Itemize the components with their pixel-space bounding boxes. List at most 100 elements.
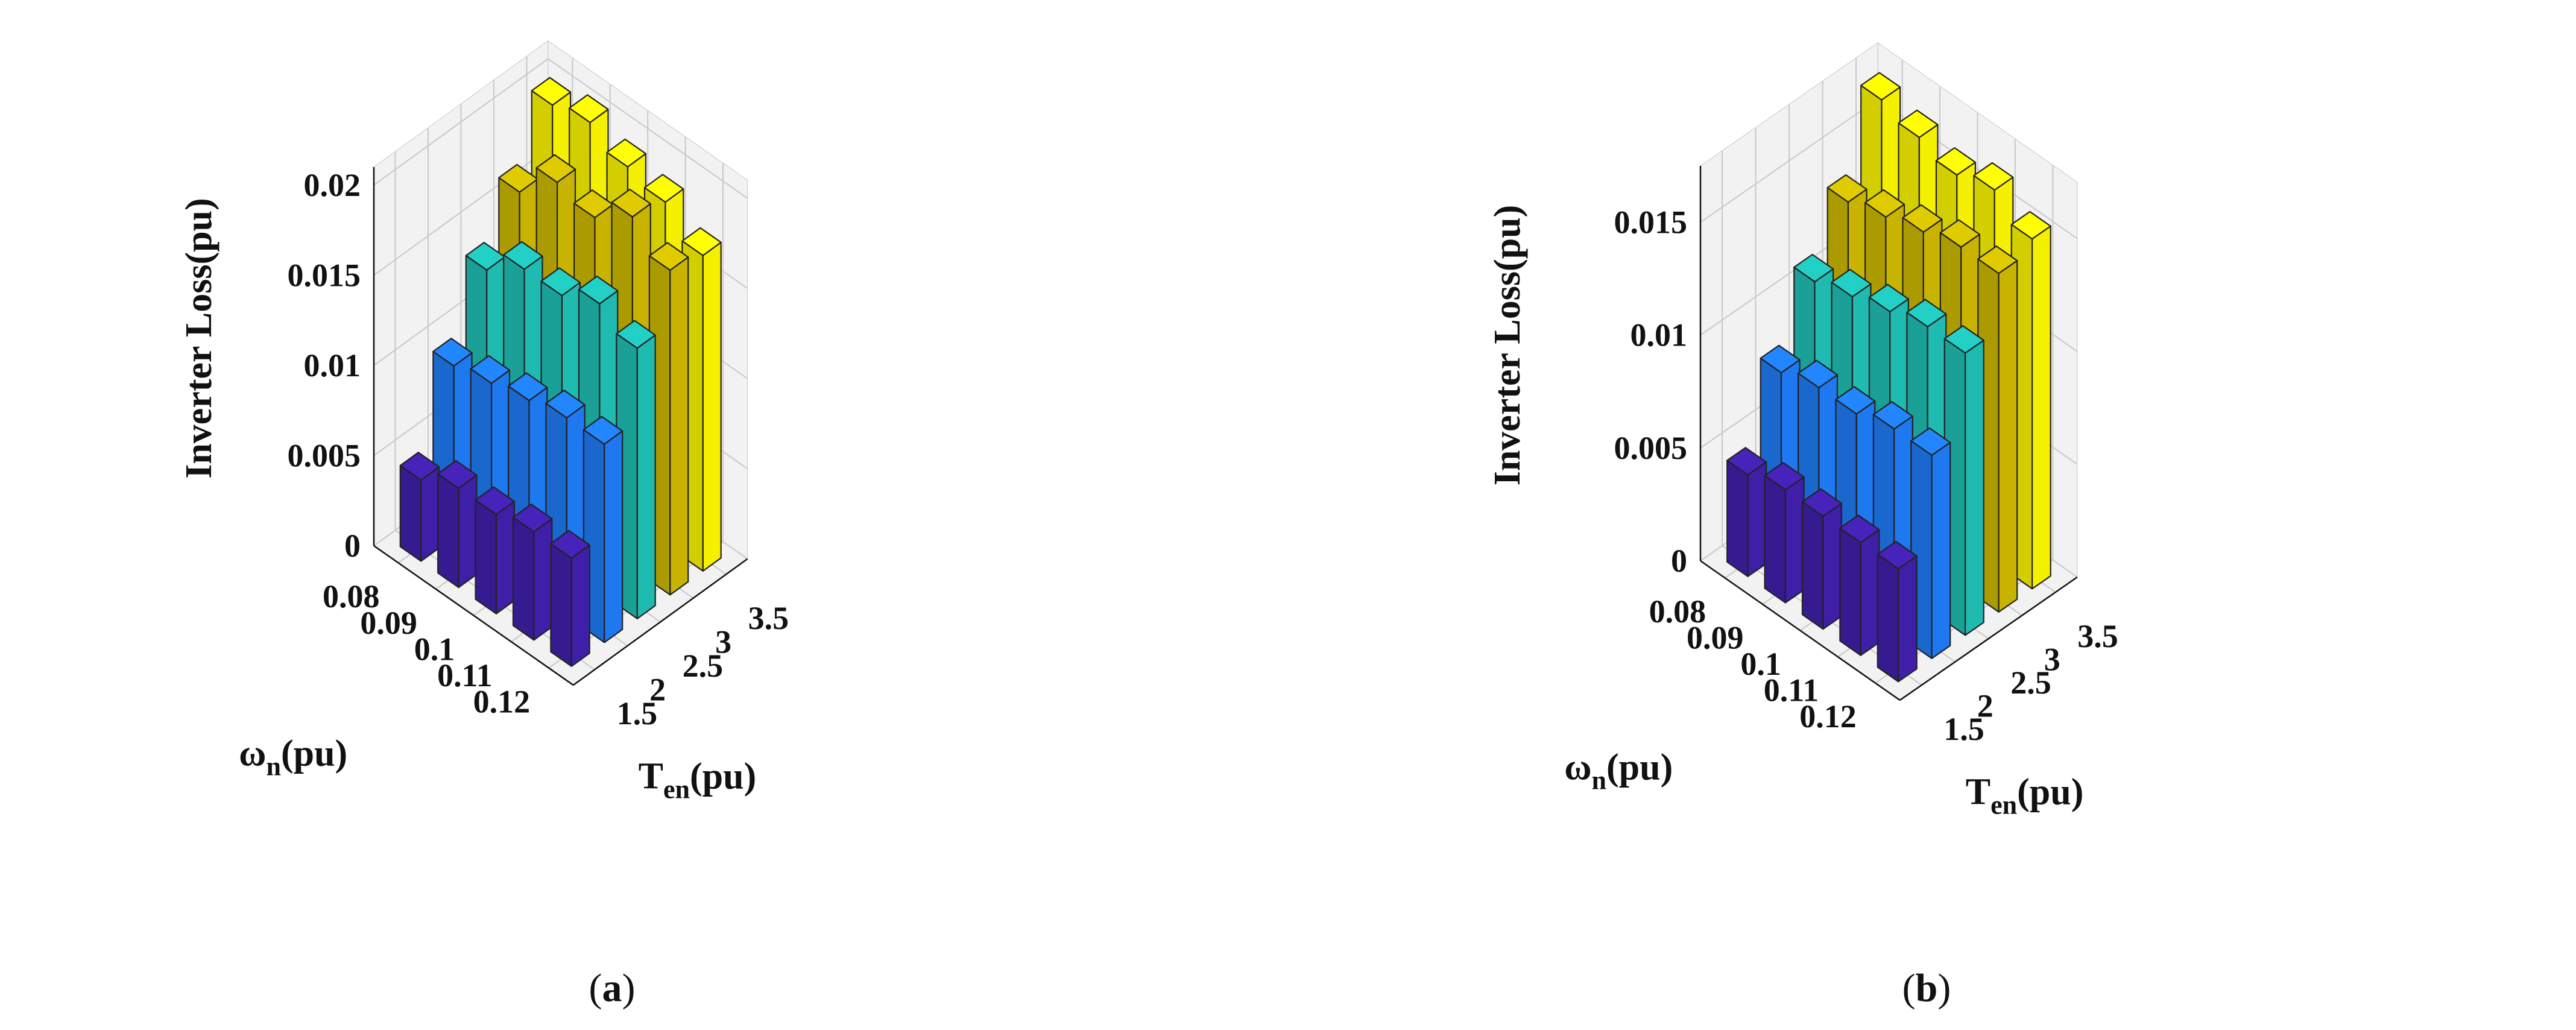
ten-tick-label: 2.5 <box>683 648 724 684</box>
omega-tick-label: 0.11 <box>1764 672 1819 709</box>
bar-face-top <box>1764 462 1805 491</box>
ten-axis-label-sub: en <box>1990 791 2017 820</box>
z-tick-label: 0.015 <box>288 257 361 293</box>
bar-face-front <box>1801 501 1824 630</box>
bar-face-top <box>582 415 623 445</box>
z-tick-label: 0.005 <box>288 437 361 473</box>
z-tick-labels: 0 0.005 0.01 0.015 0.02 <box>288 167 361 564</box>
bar-face-top <box>535 154 576 183</box>
bar-omega-0.08-ten-1.5 <box>399 452 440 562</box>
omega-tick-label: 0.12 <box>473 684 531 720</box>
bar-face-front <box>512 516 535 641</box>
caption-close: ) <box>622 966 636 1010</box>
bar-face-side <box>2031 225 2051 590</box>
bar-face-top <box>1726 447 1767 476</box>
bar-face-top <box>1872 401 1913 430</box>
bar-face-front <box>475 499 497 615</box>
bar-omega-0.1-ten-1.5 <box>475 486 516 615</box>
bar-omega-0.12-ten-1.5 <box>1877 540 1918 683</box>
bar-face-top <box>569 94 609 124</box>
z-tick-label: 0.01 <box>1631 317 1688 353</box>
grid-z-left <box>1700 98 1878 223</box>
z-axis-label: Inverter Loss(pu) <box>1487 205 1528 486</box>
axes-lines <box>1699 166 2078 701</box>
bar-face-top <box>648 242 689 271</box>
omega-axis-label-tail: (pu) <box>1606 747 1673 788</box>
z-tick-label: 0.01 <box>304 347 361 384</box>
caption-letter: a <box>602 966 622 1010</box>
bar-face-side <box>533 518 553 641</box>
ten-axis-label-tail: (pu) <box>2017 772 2083 813</box>
omega-axis-label: ωn(pu) <box>239 733 347 782</box>
panel-caption: (b) <box>1902 966 1951 1010</box>
ten-axis-label-main: T <box>1966 772 1990 813</box>
bar-face-top <box>643 174 684 203</box>
bar-face-top <box>437 460 478 489</box>
bar-face-front <box>437 473 459 589</box>
z-tick-label: 0.005 <box>1614 430 1688 466</box>
omega-tick-label: 0.08 <box>323 578 380 615</box>
bar-face-top <box>1826 174 1867 203</box>
caption-open: ( <box>589 966 602 1010</box>
bar-face-top <box>1831 268 1872 298</box>
bar-face-top <box>1868 283 1909 313</box>
omega-axis-label: ωn(pu) <box>1564 747 1673 795</box>
bar-face-side <box>570 544 590 668</box>
bar-face-front <box>1764 475 1786 604</box>
z-tick-labels: 0 0.005 0.01 0.015 <box>1614 204 1688 579</box>
caption-open: ( <box>1902 966 1916 1010</box>
bar-face-top <box>470 355 511 384</box>
omega-tick-label: 0.09 <box>1687 619 1744 656</box>
bar-face-front <box>1839 527 1861 656</box>
bar-face-side <box>1965 340 1984 636</box>
bar-face-side <box>1931 441 1951 659</box>
ten-tick-label: 3.5 <box>2077 618 2118 654</box>
bar-face-top <box>681 227 722 256</box>
bar-face-top <box>1760 344 1801 374</box>
omega-tick-label: 0.08 <box>1649 593 1706 630</box>
bar-omega-0.11-ten-1.5 <box>1839 514 1880 656</box>
bar-face-top <box>540 267 581 297</box>
bar-face-top <box>578 276 619 305</box>
ten-axis-line <box>1899 577 2078 701</box>
bar-face-top <box>606 138 647 168</box>
ten-tick-label: 3.5 <box>748 600 789 636</box>
bar-face-front <box>1726 460 1749 578</box>
bar-face-side <box>420 466 440 562</box>
bar-omega-0.08-ten-1.5 <box>1726 447 1767 578</box>
omega-tick-label: 0.11 <box>437 657 493 694</box>
z-tick-label: 0 <box>344 528 361 564</box>
bar-face-side <box>1860 529 1880 656</box>
bar-omega-0.09-ten-1.5 <box>1764 462 1805 604</box>
bar-face-top <box>1939 219 1980 248</box>
omega-tick-labels: 0.080.090.10.110.12 <box>323 578 530 719</box>
bar-group <box>399 77 722 668</box>
omega-tick-label: 0.1 <box>414 631 455 667</box>
caption-letter: b <box>1916 966 1938 1010</box>
bar-face-top <box>1906 299 1947 327</box>
bar-omega-0.12-ten-1.5 <box>550 529 590 668</box>
omega-tick-labels: 0.080.090.10.110.12 <box>1649 593 1857 735</box>
omega-axis-label-main: ω <box>239 733 266 774</box>
bar-face-top <box>507 372 548 402</box>
bar-face-side <box>1898 555 1918 683</box>
bar-face-front <box>399 464 422 562</box>
bar-face-top <box>531 77 572 106</box>
bar-face-side <box>669 256 689 596</box>
ten-axis-label: Ten(pu) <box>1966 772 2084 820</box>
bar-face-top <box>1835 386 1876 415</box>
ten-tick-label: 2 <box>1977 687 1994 724</box>
ten-axis-label-tail: (pu) <box>690 756 756 797</box>
ten-tick-labels: 1.52 2.53 3.5 <box>617 600 789 731</box>
bar-face-side <box>702 241 722 572</box>
omega-axis-line <box>1700 560 1901 701</box>
ten-axis-label-main: T <box>639 756 663 797</box>
grid-z-right <box>548 58 748 199</box>
bar-face-top <box>1864 189 1905 218</box>
bar-omega-0.11-ten-1.5 <box>512 504 553 641</box>
bar-omega-0.1-ten-1.5 <box>1801 488 1842 630</box>
axes-lines <box>373 167 748 686</box>
bar-omega-0.12-ten-2 <box>1910 427 1951 659</box>
bar-face-top <box>545 390 586 419</box>
